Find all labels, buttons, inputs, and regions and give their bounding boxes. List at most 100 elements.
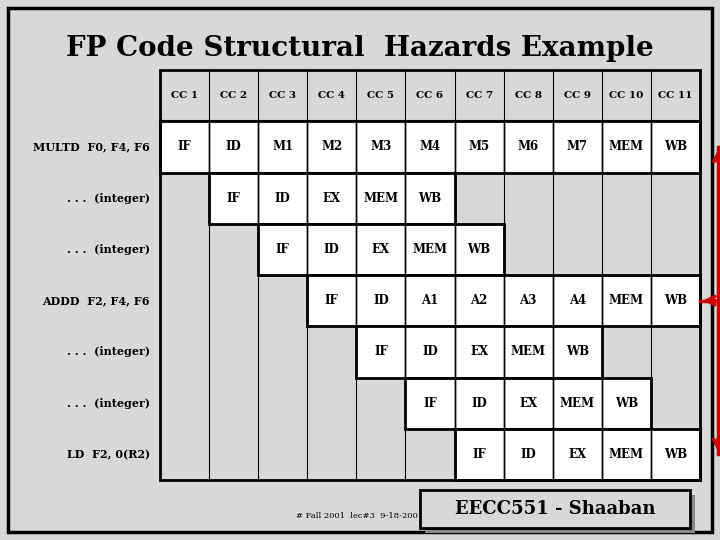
- Bar: [160, 70, 700, 480]
- Bar: [503, 326, 553, 377]
- Text: WB: WB: [664, 294, 687, 307]
- Text: MEM: MEM: [609, 448, 644, 461]
- Bar: [209, 122, 258, 172]
- Bar: [160, 122, 209, 172]
- Text: EX: EX: [568, 448, 586, 461]
- Text: CC 3: CC 3: [269, 91, 296, 100]
- Bar: [258, 224, 503, 275]
- Text: A3: A3: [520, 294, 537, 307]
- Text: M1: M1: [272, 140, 293, 153]
- Bar: [651, 429, 700, 480]
- Text: IF: IF: [374, 346, 388, 359]
- Text: A1: A1: [421, 294, 438, 307]
- Text: # Fall 2001  lec#3  9-18-2001: # Fall 2001 lec#3 9-18-2001: [297, 512, 423, 520]
- Text: ADDD  F2, F4, F6: ADDD F2, F4, F6: [42, 295, 150, 306]
- Text: ID: ID: [226, 140, 241, 153]
- Bar: [356, 326, 602, 377]
- Bar: [405, 326, 454, 377]
- Bar: [553, 429, 602, 480]
- Bar: [258, 224, 307, 275]
- Text: LD  F2, 0(R2): LD F2, 0(R2): [67, 449, 150, 460]
- Text: WB: WB: [664, 140, 687, 153]
- Text: CC 9: CC 9: [564, 91, 591, 100]
- Bar: [420, 490, 690, 528]
- Bar: [602, 377, 651, 429]
- Bar: [602, 122, 651, 172]
- Text: M3: M3: [370, 140, 392, 153]
- Text: MEM: MEM: [364, 192, 398, 205]
- Bar: [405, 377, 651, 429]
- Text: M5: M5: [469, 140, 490, 153]
- Bar: [405, 377, 454, 429]
- Bar: [454, 326, 503, 377]
- Bar: [553, 275, 602, 326]
- Bar: [160, 122, 700, 172]
- Bar: [405, 172, 454, 224]
- Bar: [209, 172, 454, 224]
- Bar: [503, 275, 553, 326]
- Bar: [651, 122, 700, 172]
- Text: ID: ID: [373, 294, 389, 307]
- Text: IF: IF: [325, 294, 338, 307]
- Text: CC 5: CC 5: [367, 91, 395, 100]
- Bar: [405, 122, 454, 172]
- Bar: [209, 172, 258, 224]
- Text: ID: ID: [521, 448, 536, 461]
- Text: ID: ID: [422, 346, 438, 359]
- Text: EX: EX: [519, 396, 537, 410]
- Bar: [356, 275, 405, 326]
- Text: MEM: MEM: [609, 294, 644, 307]
- Text: IF: IF: [276, 243, 289, 256]
- Text: A2: A2: [470, 294, 487, 307]
- Text: IF: IF: [227, 192, 240, 205]
- Text: IF: IF: [472, 448, 486, 461]
- Text: WB: WB: [664, 448, 687, 461]
- Bar: [602, 275, 651, 326]
- Bar: [602, 429, 651, 480]
- Bar: [258, 122, 307, 172]
- Bar: [553, 377, 602, 429]
- Bar: [405, 275, 454, 326]
- Text: MULTD  F0, F4, F6: MULTD F0, F4, F6: [33, 141, 150, 152]
- Text: . . .  (integer): . . . (integer): [67, 244, 150, 255]
- Text: CC 8: CC 8: [515, 91, 541, 100]
- Text: A4: A4: [569, 294, 586, 307]
- Bar: [503, 122, 553, 172]
- Text: MEM: MEM: [559, 396, 595, 410]
- Text: IF: IF: [178, 140, 192, 153]
- Text: EECC551 - Shaaban: EECC551 - Shaaban: [455, 500, 655, 518]
- Text: CC 10: CC 10: [609, 91, 644, 100]
- Text: CC 2: CC 2: [220, 91, 247, 100]
- Text: CC 4: CC 4: [318, 91, 346, 100]
- Bar: [454, 224, 503, 275]
- Bar: [307, 122, 356, 172]
- Bar: [307, 275, 356, 326]
- Text: WB: WB: [418, 192, 441, 205]
- Bar: [454, 429, 503, 480]
- Text: . . .  (integer): . . . (integer): [67, 193, 150, 204]
- Bar: [307, 224, 356, 275]
- Text: . . .  (integer): . . . (integer): [67, 346, 150, 357]
- Text: EX: EX: [323, 192, 341, 205]
- Text: FP Code Structural  Hazards Example: FP Code Structural Hazards Example: [66, 35, 654, 62]
- Text: WB: WB: [566, 346, 589, 359]
- Bar: [454, 122, 503, 172]
- Bar: [258, 172, 307, 224]
- Bar: [356, 326, 405, 377]
- Bar: [454, 275, 503, 326]
- Bar: [454, 429, 700, 480]
- Bar: [356, 224, 405, 275]
- Bar: [356, 122, 405, 172]
- Bar: [454, 377, 503, 429]
- Bar: [356, 172, 405, 224]
- Bar: [405, 224, 454, 275]
- Text: EX: EX: [470, 346, 488, 359]
- Text: M2: M2: [321, 140, 343, 153]
- Text: WB: WB: [467, 243, 490, 256]
- Text: EX: EX: [372, 243, 390, 256]
- Text: ID: ID: [471, 396, 487, 410]
- Text: CC 7: CC 7: [466, 91, 492, 100]
- Text: . . .  (integer): . . . (integer): [67, 397, 150, 409]
- Text: MEM: MEM: [413, 243, 448, 256]
- Bar: [651, 275, 700, 326]
